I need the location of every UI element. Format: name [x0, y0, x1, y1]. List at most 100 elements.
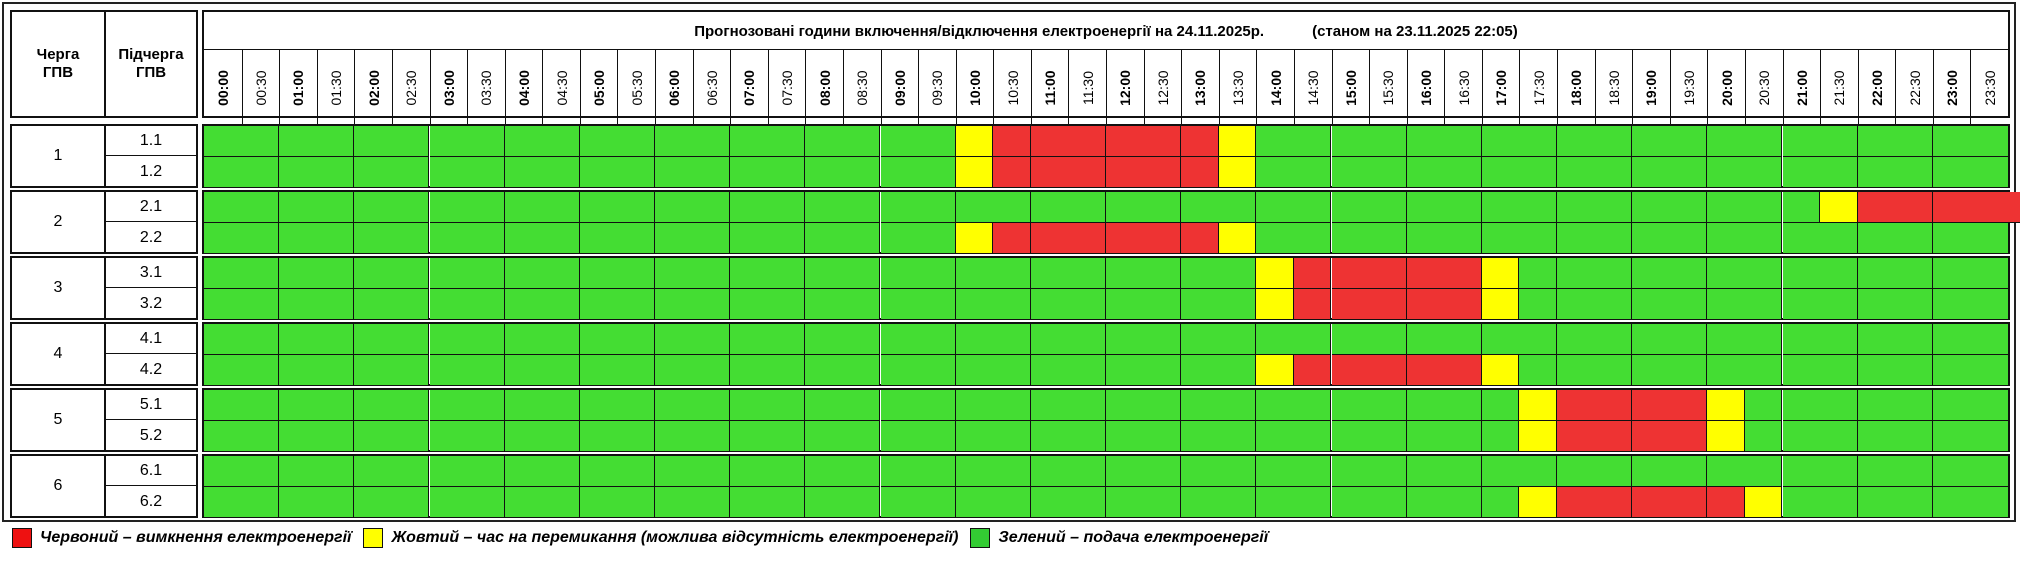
time-label: 05:00	[591, 70, 608, 106]
time-slot-cell	[1857, 258, 1896, 289]
time-slot-cell	[204, 355, 242, 385]
time-slot-cell	[504, 223, 543, 253]
time-slot-cell	[1106, 289, 1144, 319]
legend-item: Зелений – подача електроенергії	[970, 528, 1268, 548]
time-slot-cell	[880, 421, 919, 451]
time-slot-cell	[1632, 157, 1670, 187]
time-slot-cell	[993, 324, 1031, 355]
time-col-header: 12:30	[1143, 50, 1182, 126]
time-slot-cell	[1406, 223, 1445, 253]
time-slot-cell	[429, 126, 468, 157]
time-label: 21:30	[1831, 70, 1848, 106]
time-slot-cell	[542, 157, 580, 187]
time-slot-cell	[1744, 390, 1783, 421]
time-slot-cell	[1068, 456, 1106, 487]
time-label: 14:30	[1305, 70, 1322, 106]
time-col-header: 16:30	[1444, 50, 1482, 126]
time-slot-cell	[204, 487, 242, 517]
time-slot-cell	[1143, 355, 1182, 385]
time-col-header: 09:00	[880, 50, 919, 126]
time-slot-cell	[880, 456, 919, 487]
time-slot-cell	[1707, 289, 1745, 319]
time-slot-cell	[1857, 289, 1896, 319]
time-slot-cell	[467, 324, 505, 355]
time-slot-cell	[391, 157, 430, 187]
time-label: 17:30	[1530, 70, 1547, 106]
subqueue-group: 6.1 6.2	[104, 454, 198, 518]
time-slot-cell	[429, 390, 468, 421]
time-slot-cell	[279, 456, 317, 487]
time-slot-cell	[429, 289, 468, 319]
time-slot-cell	[1895, 258, 1933, 289]
subqueue-group: 3.1 3.2	[104, 256, 198, 320]
time-slot-cell	[1256, 421, 1294, 451]
time-slot-cell	[805, 157, 843, 187]
time-col-header: 05:30	[617, 50, 655, 126]
time-slot-cell	[316, 157, 355, 187]
time-slot-cell	[504, 390, 543, 421]
time-slot-cell	[993, 355, 1031, 385]
queue-group: 2	[10, 190, 106, 254]
time-slot-cell	[1369, 126, 1407, 157]
time-slot-cell	[1744, 421, 1783, 451]
time-slot-cell	[918, 289, 956, 319]
time-slot-cell	[1218, 289, 1257, 319]
time-slot-cell	[1895, 390, 1933, 421]
queue-label: 5	[53, 411, 63, 428]
time-slot-cell	[354, 390, 392, 421]
header-subqueue-label: Підчерга ГПВ	[118, 46, 184, 81]
time-slot-cell	[1820, 157, 1858, 187]
subqueue-group: 5.1 5.2	[104, 388, 198, 452]
time-slot-cell	[204, 258, 242, 289]
time-slot-cell	[955, 355, 994, 385]
time-slot-cell	[1406, 324, 1445, 355]
time-header: Прогнозовані години включення/відключенн…	[202, 10, 2010, 126]
time-slot-cell	[692, 192, 731, 223]
time-slot-cell	[918, 126, 956, 157]
time-slot-cell	[1820, 390, 1858, 421]
time-slot-cell	[1820, 487, 1858, 517]
subqueue-label: 3.2	[139, 295, 163, 312]
time-slot-cell	[1557, 289, 1595, 319]
time-col-header: 14:30	[1293, 50, 1332, 126]
time-label: 16:00	[1417, 70, 1434, 106]
time-slot-cell	[842, 390, 881, 421]
time-slot-cell	[655, 126, 693, 157]
time-slot-cell	[429, 192, 468, 223]
time-label: 08:30	[854, 70, 871, 106]
time-slot-cell	[1444, 157, 1482, 187]
time-slot-cell	[1782, 487, 1821, 517]
time-slot-cell	[1895, 421, 1933, 451]
time-slot-cell	[1218, 456, 1257, 487]
time-slot-cell	[1068, 487, 1106, 517]
time-slot-cell	[429, 487, 468, 517]
time-slot-cell	[1782, 456, 1821, 487]
time-slot-cell	[1181, 390, 1219, 421]
time-slot-cell	[1932, 324, 1971, 355]
time-slot-cell	[918, 157, 956, 187]
subqueue-label: 6.1	[106, 456, 196, 486]
time-slot-cell	[617, 355, 655, 385]
time-slot-cell	[1895, 456, 1933, 487]
time-slot-cell	[842, 258, 881, 289]
time-slot-cell	[617, 223, 655, 253]
time-slot-cell	[1970, 157, 2008, 187]
time-slot-cell	[279, 390, 317, 421]
time-slot-cell	[391, 223, 430, 253]
queue-label: 6	[53, 477, 63, 494]
time-slot-cell	[1519, 192, 1557, 223]
time-col-header: 03:30	[467, 50, 505, 126]
time-slot-cell	[1293, 157, 1332, 187]
time-slot-cell	[1369, 355, 1407, 385]
time-slot-cell	[1744, 126, 1783, 157]
time-slot-cell	[1369, 421, 1407, 451]
time-col-header: 17:00	[1481, 50, 1520, 126]
time-label: 13:00	[1192, 70, 1209, 106]
time-slot-cell	[504, 289, 543, 319]
time-slot-cell	[1519, 355, 1557, 385]
time-col-header: 05:00	[579, 50, 618, 126]
time-slot-cell	[316, 456, 355, 487]
time-slot-cell	[354, 324, 392, 355]
time-slot-cell	[993, 487, 1031, 517]
time-slot-cell	[692, 126, 731, 157]
